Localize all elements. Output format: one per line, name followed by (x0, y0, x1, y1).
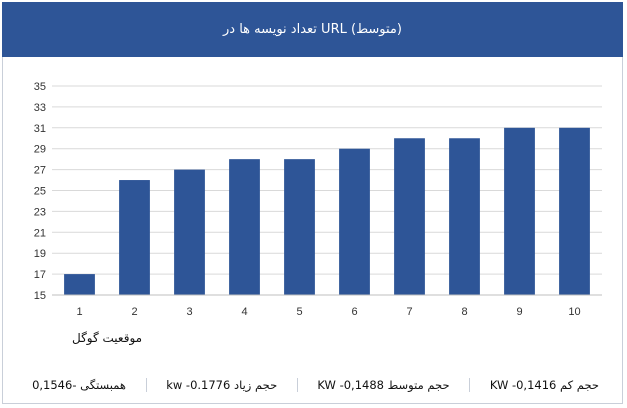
y-tick-label: 19 (34, 248, 46, 260)
x-tick-label: 6 (351, 306, 357, 318)
bar (174, 169, 205, 295)
bar (559, 127, 590, 295)
chart-title-bar: تعداد نویسه ها در URL (متوسط) (2, 2, 623, 57)
x-tick-label: 10 (568, 306, 580, 318)
y-tick-label: 17 (34, 269, 46, 281)
y-tick-label: 27 (34, 165, 46, 177)
x-tick-label: 8 (461, 306, 467, 318)
bar (339, 148, 370, 295)
chart-title: تعداد نویسه ها در URL (متوسط) (223, 22, 402, 37)
x-tick-label: 9 (516, 306, 522, 318)
y-tick-label: 33 (34, 102, 46, 114)
stats-footer: حجم کم KW -0,1416 حجم متوسط KW -0,1488 ح… (2, 372, 623, 398)
y-tick-label: 35 (34, 81, 46, 93)
bar (394, 138, 425, 295)
x-tick-label: 2 (131, 306, 137, 318)
bar (504, 127, 535, 295)
x-tick-label: 4 (241, 306, 247, 318)
stat-high-volume: حجم زیاد kw -0.1776 (166, 378, 278, 392)
x-axis-label: موقعیت گوگل (72, 331, 143, 345)
stat-low-volume: حجم کم KW -0,1416 (489, 378, 599, 392)
x-tick-label: 3 (186, 306, 192, 318)
x-tick-label: 5 (296, 306, 302, 318)
x-tick-label: 7 (406, 306, 412, 318)
divider (469, 378, 471, 392)
stat-correlation: همبستگی -0,1546 (32, 378, 126, 392)
divider (145, 378, 147, 392)
y-tick-label: 21 (34, 227, 46, 239)
y-tick-label: 23 (34, 206, 46, 218)
bar (449, 138, 480, 295)
bar (229, 159, 260, 295)
y-tick-label: 15 (34, 290, 46, 302)
y-tick-label: 29 (34, 144, 46, 156)
bar (64, 274, 95, 295)
x-tick-label: 1 (76, 306, 82, 318)
stat-medium-volume: حجم متوسط KW -0,1488 (317, 378, 450, 392)
bar (119, 180, 150, 295)
divider (296, 378, 298, 392)
y-tick-label: 25 (34, 186, 46, 198)
bar (284, 159, 315, 295)
y-tick-label: 31 (34, 123, 46, 135)
